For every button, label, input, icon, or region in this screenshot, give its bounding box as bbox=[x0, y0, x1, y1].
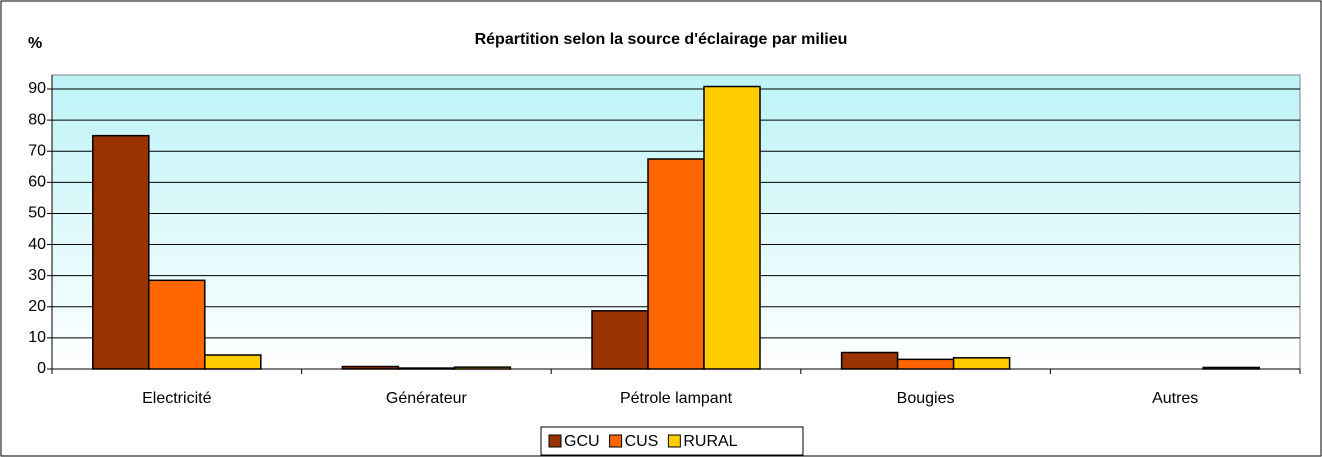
legend-label: CUS bbox=[625, 433, 659, 450]
bar bbox=[647, 158, 705, 370]
bar bbox=[703, 85, 761, 370]
y-tick-label: 20 bbox=[28, 298, 46, 315]
legend-swatch bbox=[667, 434, 681, 448]
x-tick-label: Electricité bbox=[142, 390, 211, 407]
bar bbox=[952, 357, 1011, 370]
x-tick-label: Générateur bbox=[386, 390, 468, 407]
y-tick-label: 80 bbox=[28, 111, 46, 128]
chart-title: Répartition selon la source d'éclairage … bbox=[475, 31, 848, 48]
y-tick-label: 40 bbox=[28, 236, 46, 253]
y-tick-label: 50 bbox=[28, 205, 46, 222]
bar bbox=[341, 365, 400, 370]
y-tick-label: 10 bbox=[28, 329, 46, 346]
bar bbox=[148, 279, 206, 370]
y-tick-label: 0 bbox=[37, 360, 46, 377]
bar bbox=[896, 358, 955, 370]
bar bbox=[1202, 366, 1260, 370]
y-tick-label: 60 bbox=[28, 174, 46, 191]
y-tick-label: 70 bbox=[28, 142, 46, 159]
legend-label: RURAL bbox=[683, 433, 737, 450]
legend-label: GCU bbox=[564, 433, 600, 450]
y-axis-label: % bbox=[28, 35, 42, 52]
x-tick-label: Pétrole lampant bbox=[620, 390, 733, 407]
x-tick-label: Bougies bbox=[897, 390, 955, 407]
bar bbox=[453, 366, 512, 370]
bar bbox=[204, 354, 262, 370]
legend-swatch bbox=[609, 434, 623, 448]
bar bbox=[840, 351, 899, 370]
y-tick-label: 30 bbox=[28, 267, 46, 284]
legend-swatch bbox=[548, 434, 562, 448]
x-tick-label: Autres bbox=[1152, 390, 1198, 407]
bar bbox=[92, 134, 150, 370]
y-tick-label: 90 bbox=[28, 80, 46, 97]
bar bbox=[397, 367, 456, 370]
bar bbox=[591, 310, 649, 370]
